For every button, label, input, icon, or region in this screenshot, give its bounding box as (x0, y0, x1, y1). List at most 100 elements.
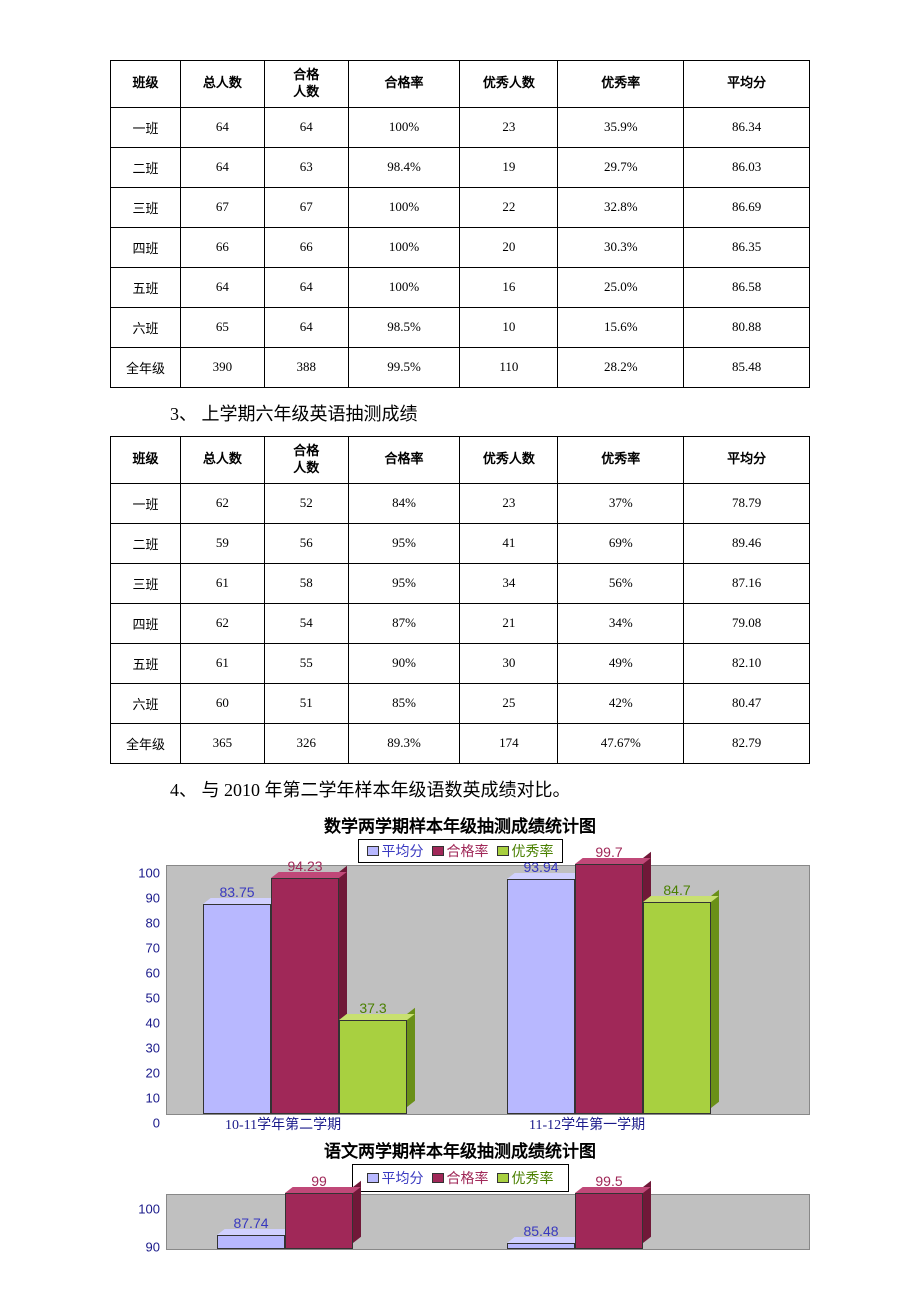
legend-item: 平均分 (367, 1168, 424, 1188)
table-cell: 25 (460, 683, 558, 723)
table-cell: 19 (460, 147, 558, 187)
legend-label: 平均分 (382, 841, 424, 861)
table-cell: 67 (180, 187, 264, 227)
table-cell: 86.69 (684, 187, 810, 227)
legend-label: 平均分 (382, 1168, 424, 1188)
table-cell: 100% (348, 187, 460, 227)
table-cell: 六班 (111, 307, 181, 347)
table-cell: 95% (348, 563, 460, 603)
chart2-legend: 平均分合格率优秀率 (352, 1164, 569, 1192)
table-cell: 23 (460, 107, 558, 147)
table-cell: 388 (264, 347, 348, 387)
table-cell: 85.48 (684, 347, 810, 387)
table-cell: 98.4% (348, 147, 460, 187)
table-cell: 49% (558, 643, 684, 683)
table-row: 一班6464100%2335.9%86.34 (111, 107, 810, 147)
table-cell: 64 (264, 267, 348, 307)
column-header: 合格人数 (264, 436, 348, 483)
bar: 94.23 (271, 878, 339, 1114)
y-tick-label: 90 (146, 890, 160, 905)
chart1-title: 数学两学期样本年级抽测成绩统计图 (110, 812, 810, 837)
bar-value-label: 93.94 (523, 859, 558, 875)
table-cell: 89.46 (684, 523, 810, 563)
table-cell: 78.79 (684, 483, 810, 523)
table-cell: 65 (180, 307, 264, 347)
table-cell: 35.9% (558, 107, 684, 147)
table-row: 二班595695%4169%89.46 (111, 523, 810, 563)
table-cell: 82.79 (684, 723, 810, 763)
table-cell: 64 (264, 307, 348, 347)
bar-value-label: 99.7 (595, 844, 622, 860)
y-tick-label: 70 (146, 940, 160, 955)
table-cell: 67 (264, 187, 348, 227)
bar-group: 83.7594.2337.3 (203, 878, 407, 1114)
column-header: 优秀人数 (460, 61, 558, 108)
y-tick-label: 40 (146, 1015, 160, 1030)
bar: 84.7 (643, 902, 711, 1114)
table-cell: 29.7% (558, 147, 684, 187)
table-row: 全年级39038899.5%11028.2%85.48 (111, 347, 810, 387)
bar-group: 87.7499 (217, 1193, 353, 1249)
table-cell: 66 (264, 227, 348, 267)
table-cell: 62 (180, 603, 264, 643)
table-cell: 37% (558, 483, 684, 523)
y-tick-label: 100 (138, 865, 160, 880)
column-header: 班级 (111, 61, 181, 108)
legend-swatch (497, 1173, 509, 1183)
table-cell: 四班 (111, 603, 181, 643)
bar: 37.3 (339, 1020, 407, 1113)
table-cell: 64 (180, 107, 264, 147)
table-cell: 98.5% (348, 307, 460, 347)
table-cell: 25.0% (558, 267, 684, 307)
table-cell: 390 (180, 347, 264, 387)
bar-value-label: 37.3 (359, 1000, 386, 1016)
bar-group: 93.9499.784.7 (507, 864, 711, 1113)
table-cell: 80.47 (684, 683, 810, 723)
table-cell: 85% (348, 683, 460, 723)
heading-section-4: 4、 与 2010 年第二学年样本年级语数英成绩对比。 (170, 776, 810, 802)
legend-swatch (432, 1173, 444, 1183)
legend-item: 平均分 (367, 841, 424, 861)
table-row: 一班625284%2337%78.79 (111, 483, 810, 523)
table-cell: 84% (348, 483, 460, 523)
column-header: 合格率 (348, 436, 460, 483)
chart2: 10090 87.749985.4899.5 (110, 1194, 810, 1250)
legend-item: 合格率 (432, 841, 489, 861)
table-cell: 三班 (111, 563, 181, 603)
legend-swatch (367, 846, 379, 856)
table-row: 三班615895%3456%87.16 (111, 563, 810, 603)
table-cell: 110 (460, 347, 558, 387)
table-cell: 30.3% (558, 227, 684, 267)
table-cell: 100% (348, 227, 460, 267)
bar-value-label: 84.7 (663, 882, 690, 898)
table-cell: 69% (558, 523, 684, 563)
table-cell: 63 (264, 147, 348, 187)
table-cell: 100% (348, 267, 460, 307)
legend-swatch (367, 1173, 379, 1183)
x-axis-label: 11-12学年第一学期 (529, 1114, 645, 1134)
table-cell: 32.8% (558, 187, 684, 227)
column-header: 合格人数 (264, 61, 348, 108)
column-header: 班级 (111, 436, 181, 483)
y-tick-label: 10 (146, 1090, 160, 1105)
table-cell: 二班 (111, 523, 181, 563)
table-cell: 95% (348, 523, 460, 563)
table-cell: 六班 (111, 683, 181, 723)
table-row: 四班6666100%2030.3%86.35 (111, 227, 810, 267)
y-tick-label: 50 (146, 990, 160, 1005)
table-cell: 全年级 (111, 723, 181, 763)
table-cell: 21 (460, 603, 558, 643)
bar-value-label: 99 (311, 1173, 327, 1189)
bar: 99 (285, 1193, 353, 1249)
y-tick-label: 60 (146, 965, 160, 980)
bar: 93.94 (507, 879, 575, 1114)
table-cell: 62 (180, 483, 264, 523)
legend-item: 合格率 (432, 1168, 489, 1188)
table-cell: 59 (180, 523, 264, 563)
table-cell: 五班 (111, 267, 181, 307)
column-header: 平均分 (684, 61, 810, 108)
table-class-scores-2: 班级总人数合格人数合格率优秀人数优秀率平均分 一班625284%2337%78.… (110, 436, 810, 764)
table-cell: 二班 (111, 147, 181, 187)
table-cell: 90% (348, 643, 460, 683)
bar-value-label: 83.75 (219, 884, 254, 900)
